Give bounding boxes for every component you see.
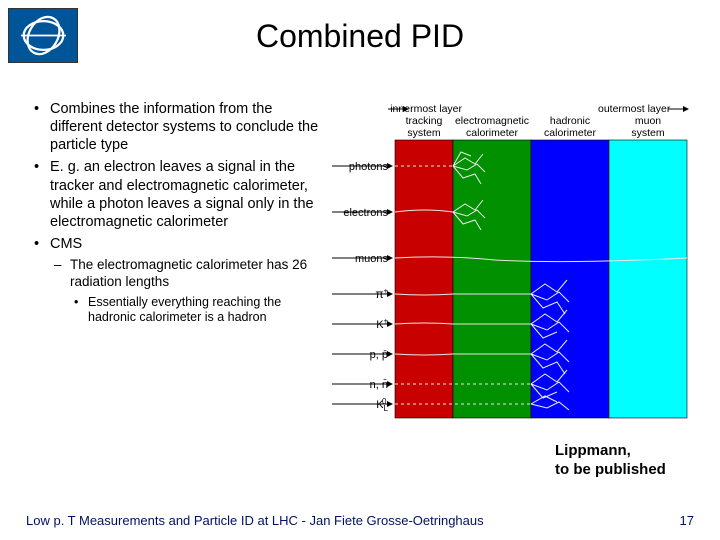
bullet-item: E. g. an electron leaves a signal in the…	[34, 158, 324, 231]
slide-title: Combined PID	[0, 18, 720, 55]
outermost-label: outermost layer	[598, 103, 671, 115]
svg-text:photons: photons	[349, 161, 389, 173]
citation-line: to be published	[555, 461, 666, 480]
svg-text:tracking: tracking	[406, 115, 443, 127]
svg-text:calorimeter: calorimeter	[544, 127, 596, 139]
svg-text:calorimeter: calorimeter	[466, 127, 518, 139]
bullet-item: The electromagnetic calorimeter has 26 r…	[54, 257, 324, 291]
bullet-item: CMS	[34, 235, 324, 253]
bullet-list: Combines the information from the differ…	[34, 100, 324, 330]
detector-diagram: innermost layer outermost layer tracking…	[332, 102, 702, 427]
svg-text:system: system	[407, 127, 441, 139]
svg-text:KL0: KL0	[376, 397, 388, 413]
svg-text:n, n̄: n, n̄	[370, 378, 388, 391]
citation: Lippmann, to be published	[555, 442, 666, 480]
svg-text:system: system	[631, 127, 665, 139]
bullet-item: Combines the information from the differ…	[34, 100, 324, 154]
citation-line: Lippmann,	[555, 442, 666, 461]
page-number: 17	[680, 513, 694, 528]
svg-text:electrons: electrons	[343, 207, 388, 219]
svg-text:muons: muons	[355, 253, 389, 265]
footer-text: Low p. T Measurements and Particle ID at…	[26, 513, 484, 528]
svg-text:hadronic: hadronic	[550, 115, 590, 127]
footer: Low p. T Measurements and Particle ID at…	[26, 513, 694, 528]
svg-text:p, p̄: p, p̄	[370, 349, 388, 361]
svg-text:electromagnetic: electromagnetic	[455, 115, 529, 127]
bullet-item: Essentially everything reaching the hadr…	[74, 295, 324, 326]
svg-text:muon: muon	[635, 115, 661, 127]
